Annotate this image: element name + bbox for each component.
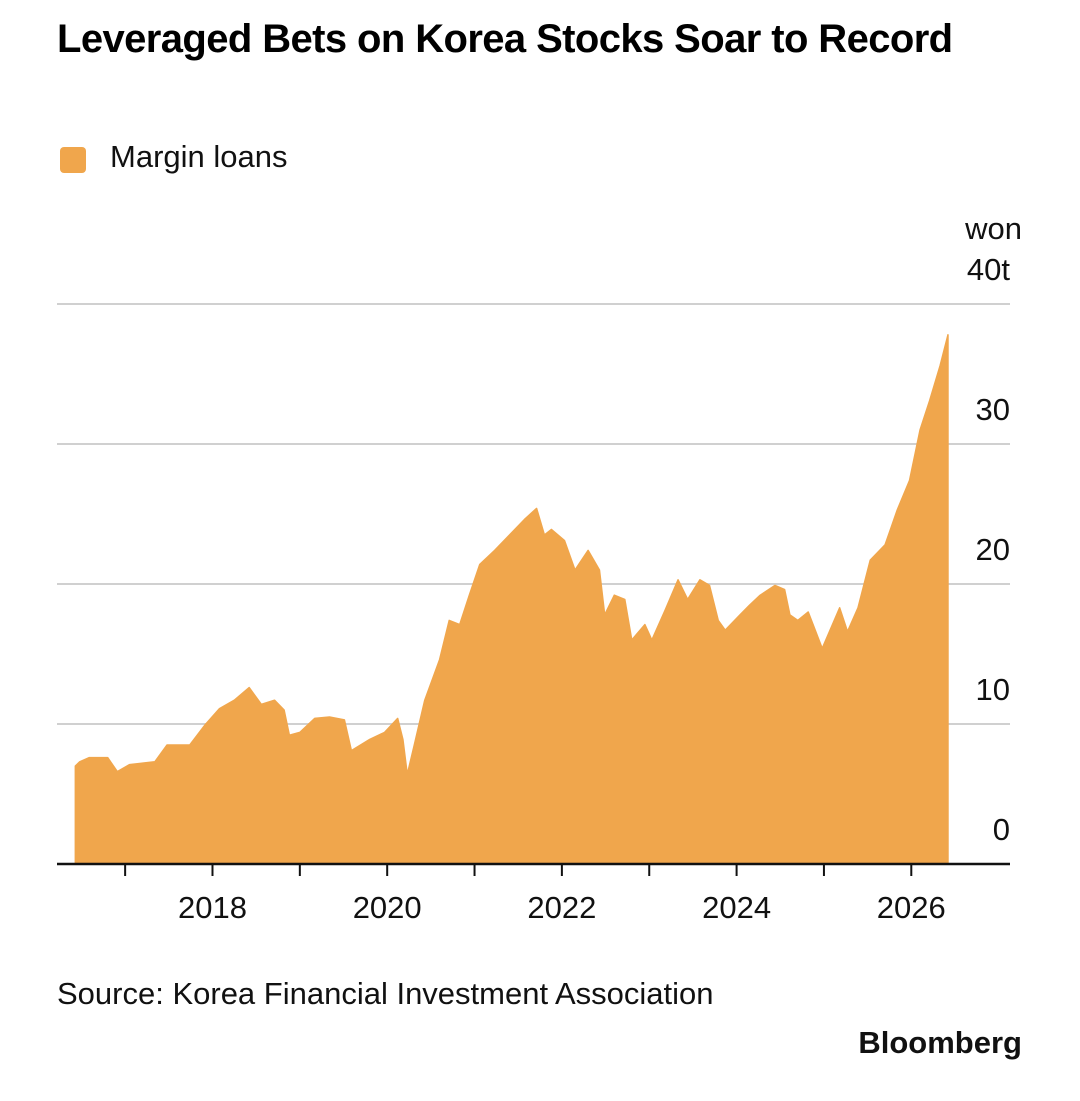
x-tick-label: 2024 [702, 890, 771, 925]
y-tick-label: 0 [993, 812, 1010, 847]
x-tick-label: 2026 [877, 890, 946, 925]
y-tick-label: 10 [976, 672, 1010, 707]
y-unit: won [964, 211, 1022, 246]
source: Source: Korea Financial Investment Assoc… [57, 976, 714, 1011]
area [74, 334, 949, 865]
legend-swatch [60, 147, 86, 173]
x-tick-label: 2022 [527, 890, 596, 925]
legend-label: Margin loans [110, 139, 287, 174]
x-tick-label: 2020 [353, 890, 422, 925]
y-tick-label: 40t [967, 252, 1010, 287]
x-tick-label: 2018 [178, 890, 247, 925]
y-tick-label: 30 [976, 392, 1010, 427]
brand: Bloomberg [858, 1025, 1022, 1060]
y-tick-label: 20 [976, 532, 1010, 567]
chart-title: Leveraged Bets on Korea Stocks Soar to R… [57, 17, 953, 61]
